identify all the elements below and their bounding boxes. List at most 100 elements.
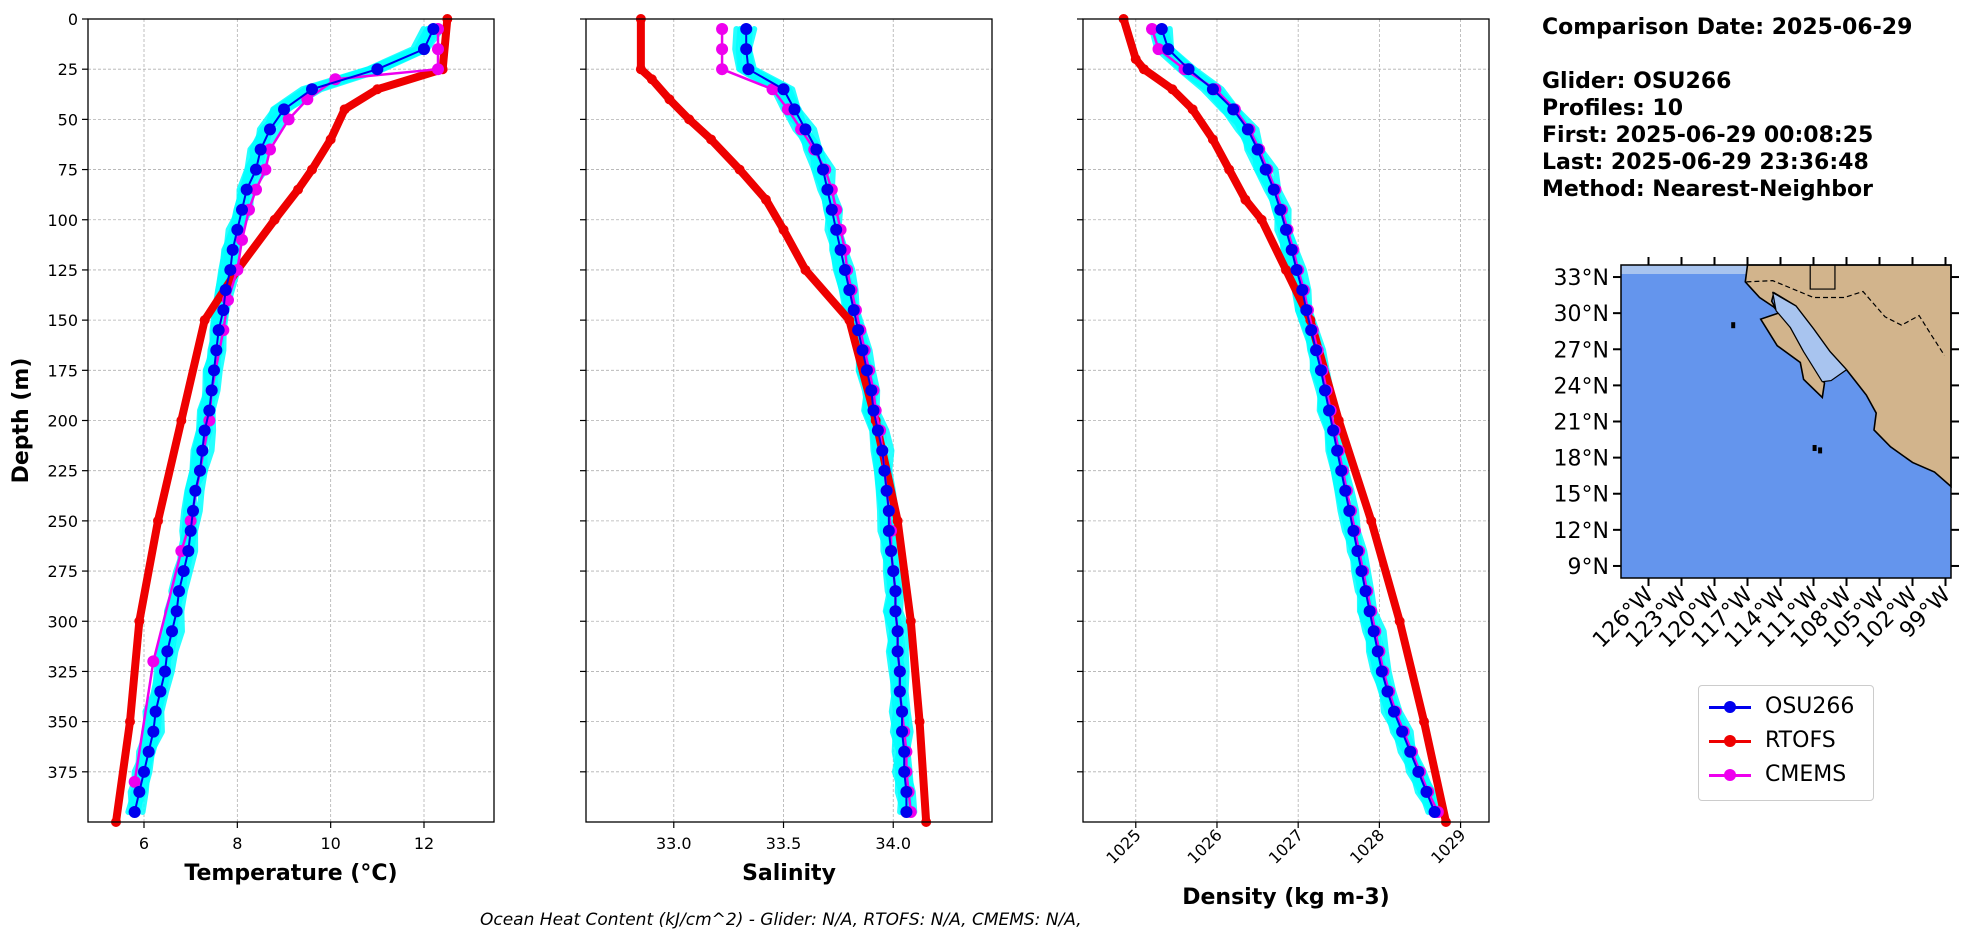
- x-tick-label: 10: [320, 834, 340, 853]
- data-point-osu266: [1404, 745, 1417, 758]
- data-point-osu266: [1363, 605, 1376, 618]
- data-point-osu266: [1296, 284, 1309, 297]
- data-point-cmems: [766, 83, 779, 96]
- data-point-osu266: [1162, 43, 1175, 56]
- data-point-osu266: [1375, 665, 1388, 678]
- x-tick-label: 33.0: [656, 834, 692, 853]
- data-point-osu266: [821, 183, 834, 196]
- lat-tick-label: 12°N: [1554, 519, 1609, 544]
- y-tick-label: 125: [47, 261, 78, 280]
- data-point-osu266: [1331, 444, 1344, 457]
- x-tick-label: 1027: [1265, 825, 1307, 867]
- data-point-osu266: [147, 725, 160, 738]
- data-point-rtofs: [706, 134, 717, 145]
- data-point-osu266: [817, 163, 830, 176]
- data-point-osu266: [838, 263, 851, 276]
- data-point-osu266: [1323, 404, 1336, 417]
- y-tick-label: 100: [47, 211, 78, 230]
- y-tick-label: 150: [47, 311, 78, 330]
- data-point-cmems: [128, 775, 141, 788]
- data-point-rtofs: [914, 716, 925, 727]
- data-point-osu266: [231, 223, 244, 236]
- interpolation-method: Method: Nearest-Neighbor: [1542, 177, 1873, 202]
- data-point-cmems: [1152, 43, 1165, 56]
- data-point-osu266: [852, 324, 865, 337]
- data-point-osu266: [1285, 243, 1298, 256]
- data-point-osu266: [1327, 424, 1340, 437]
- x-tick-label: 1029: [1427, 825, 1469, 867]
- country-border: [1746, 280, 1945, 356]
- data-point-osu266: [189, 484, 202, 497]
- data-point-osu266: [893, 685, 906, 698]
- data-point-rtofs: [1256, 214, 1267, 225]
- data-point-osu266: [1241, 123, 1254, 136]
- legend-marker: [1724, 701, 1736, 713]
- data-point-osu266: [1351, 544, 1364, 557]
- data-point-rtofs: [1167, 84, 1178, 95]
- x-tick-label: 1028: [1346, 825, 1388, 867]
- data-point-cmems: [716, 63, 729, 76]
- data-point-osu266: [306, 83, 318, 96]
- lat-tick-label: 33°N: [1554, 266, 1609, 291]
- data-point-rtofs: [1187, 104, 1198, 115]
- y-tick-label: 275: [47, 562, 78, 581]
- x-tick-label: 8: [232, 834, 242, 853]
- y-tick-label: 200: [47, 412, 78, 431]
- data-point-rtofs: [1419, 716, 1430, 727]
- data-point-osu266: [896, 725, 909, 738]
- data-point-osu266: [133, 785, 146, 798]
- data-point-osu266: [893, 665, 906, 678]
- data-point-osu266: [142, 745, 155, 758]
- x-tick-label: 1025: [1102, 825, 1144, 867]
- data-point-osu266: [217, 304, 230, 317]
- info-block: Comparison Date: 2025-06-29 Glider: OSU2…: [1542, 14, 1912, 203]
- x-axis-label: Salinity: [742, 861, 836, 886]
- data-point-osu266: [149, 705, 162, 718]
- island: [1812, 444, 1817, 451]
- data-point-cmems: [301, 93, 314, 106]
- data-point-osu266: [1387, 705, 1400, 718]
- data-point-rtofs: [892, 515, 903, 526]
- x-tick-label: 1026: [1184, 825, 1226, 867]
- data-point-osu266: [880, 484, 893, 497]
- data-point-osu266: [1339, 484, 1352, 497]
- glider-profile: [139, 26, 445, 815]
- data-point-rtofs: [760, 194, 771, 205]
- legend-label: CMEMS: [1765, 762, 1847, 787]
- data-point-rtofs: [1138, 64, 1149, 75]
- data-point-rtofs: [1333, 415, 1344, 426]
- data-point-rtofs: [199, 315, 210, 326]
- data-point-osu266: [887, 565, 900, 578]
- series-line-osu266: [745, 29, 908, 812]
- lat-tick-label: 18°N: [1554, 447, 1609, 472]
- y-tick-label: 300: [47, 612, 78, 631]
- data-point-rtofs: [1281, 264, 1291, 275]
- data-point-osu266: [896, 705, 909, 718]
- data-point-osu266: [1227, 103, 1240, 116]
- data-point-osu266: [898, 765, 911, 778]
- data-point-osu266: [219, 284, 232, 297]
- data-point-osu266: [830, 223, 843, 236]
- data-point-osu266: [212, 324, 225, 337]
- data-point-osu266: [742, 63, 755, 76]
- data-point-osu266: [885, 544, 898, 557]
- data-point-rtofs: [646, 74, 657, 85]
- data-point-cmems: [282, 113, 295, 126]
- data-point-osu266: [208, 364, 220, 377]
- data-point-rtofs: [734, 164, 745, 175]
- data-point-osu266: [196, 444, 209, 457]
- data-point-rtofs: [1366, 515, 1377, 526]
- data-point-osu266: [1359, 585, 1372, 598]
- data-point-osu266: [1371, 645, 1384, 658]
- data-point-osu266: [843, 284, 856, 297]
- data-point-rtofs: [153, 515, 163, 526]
- legend-item-osu266: OSU266: [1699, 690, 1873, 724]
- data-point-osu266: [203, 404, 216, 417]
- data-point-rtofs: [1240, 194, 1251, 205]
- data-point-rtofs: [1207, 134, 1218, 145]
- data-point-rtofs: [134, 616, 145, 627]
- data-point-osu266: [1335, 464, 1348, 477]
- island: [1818, 447, 1823, 454]
- data-point-osu266: [1355, 565, 1368, 578]
- data-point-cmems: [432, 43, 444, 56]
